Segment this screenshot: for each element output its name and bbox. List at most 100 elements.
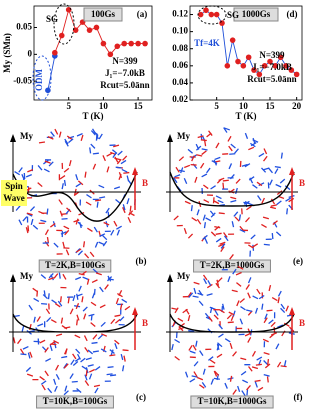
spin-arrow bbox=[263, 148, 268, 155]
spin-arrow bbox=[17, 338, 22, 345]
spin-arrow bbox=[254, 379, 261, 383]
spin-arrow bbox=[53, 242, 59, 248]
spin-arrow bbox=[63, 179, 67, 187]
spin-arrow bbox=[76, 133, 83, 137]
spin-arrow bbox=[25, 173, 32, 178]
spin-arrow bbox=[244, 132, 249, 139]
spin-arrow bbox=[89, 147, 92, 154]
spin-arrow bbox=[174, 338, 181, 344]
spin-arrow bbox=[216, 279, 220, 286]
spin-arrow bbox=[44, 347, 49, 353]
spin-arrow bbox=[53, 342, 57, 349]
spin-arrow bbox=[69, 308, 74, 315]
spin-arrow bbox=[274, 166, 281, 169]
spin-arrow bbox=[261, 303, 264, 310]
spin-arrow bbox=[40, 380, 47, 385]
spin-arrow bbox=[257, 195, 262, 201]
annotation: SG bbox=[227, 10, 239, 20]
spin-arrow bbox=[252, 139, 259, 143]
spin-arrow bbox=[48, 277, 55, 281]
spin-arrow bbox=[206, 283, 213, 289]
spin-arrow bbox=[261, 223, 267, 229]
spin-arrow bbox=[173, 215, 179, 221]
series-line bbox=[47, 55, 56, 91]
spin-arrow bbox=[106, 373, 113, 376]
spin-arrow bbox=[122, 204, 126, 211]
data-point bbox=[213, 11, 220, 18]
spin-arrow bbox=[61, 217, 68, 220]
spin-arrow bbox=[189, 350, 196, 354]
spin-arrow bbox=[201, 382, 207, 388]
spin-arrow bbox=[280, 152, 283, 159]
spin-arrow bbox=[45, 357, 52, 362]
spin-arrow bbox=[116, 229, 121, 236]
spin-arrow bbox=[229, 153, 236, 155]
spin-arrow bbox=[43, 168, 50, 173]
spin-arrow bbox=[90, 301, 97, 307]
spin-arrow bbox=[75, 303, 80, 310]
spin-arrow bbox=[26, 373, 34, 377]
spin-arrow bbox=[118, 173, 122, 181]
spin-arrow bbox=[75, 218, 79, 225]
spin-arrow bbox=[84, 380, 90, 386]
spin-arrow bbox=[126, 198, 130, 205]
spin-arrow bbox=[247, 277, 252, 284]
spin-arrow bbox=[218, 243, 225, 248]
spin-arrow bbox=[82, 306, 88, 312]
spin-arrow bbox=[101, 333, 108, 337]
spin-arrow bbox=[63, 390, 69, 396]
spin-arrow bbox=[227, 135, 232, 142]
spin-arrow bbox=[47, 293, 50, 300]
odm-ring bbox=[32, 55, 52, 101]
spin-arrow bbox=[210, 378, 215, 385]
spin-arrow bbox=[27, 225, 30, 232]
spin-arrow bbox=[263, 351, 270, 355]
spin-arrow bbox=[119, 316, 125, 322]
spin-arrow bbox=[66, 135, 73, 140]
data-point bbox=[251, 67, 257, 73]
spin-arrow bbox=[240, 306, 246, 311]
spin-arrow bbox=[44, 370, 49, 377]
spin-arrow bbox=[286, 208, 289, 215]
y-tick-label: -0.05 bbox=[13, 75, 32, 85]
spin-arrow bbox=[245, 217, 250, 223]
spin-arrow bbox=[50, 131, 55, 137]
spin-arrow bbox=[237, 265, 244, 270]
data-point bbox=[100, 40, 107, 47]
y-tick-label: 0.05 bbox=[16, 22, 32, 32]
spin-arrow bbox=[197, 376, 204, 381]
spin-arrow bbox=[230, 199, 237, 203]
spin-arrow bbox=[222, 179, 229, 182]
spin-arrow bbox=[115, 198, 121, 204]
spin-arrow bbox=[275, 183, 282, 188]
spin-arrow bbox=[82, 276, 89, 280]
spin-curve bbox=[12, 171, 138, 222]
spin-arrow bbox=[39, 376, 45, 381]
spin-arrow bbox=[209, 306, 216, 310]
spin-arrow bbox=[214, 370, 220, 376]
spin-arrow bbox=[285, 305, 289, 312]
spin-arrow bbox=[285, 197, 292, 202]
spin-curve bbox=[12, 313, 138, 333]
axis-y-head bbox=[10, 134, 16, 142]
spin-arrow bbox=[127, 217, 132, 224]
spin-arrow bbox=[234, 216, 240, 222]
data-point bbox=[72, 27, 79, 33]
spin-arrow bbox=[193, 281, 200, 285]
field-head bbox=[289, 167, 295, 175]
spin-arrow bbox=[63, 167, 70, 173]
y-tick-label: 0 bbox=[28, 48, 33, 58]
spin-arrow bbox=[209, 306, 213, 314]
spin-arrow bbox=[121, 298, 128, 303]
spin-arrow bbox=[92, 268, 99, 274]
spin-arrow bbox=[75, 348, 81, 354]
spin-arrow bbox=[208, 316, 213, 322]
spin-arrow bbox=[21, 325, 25, 332]
spin-arrow bbox=[120, 159, 127, 165]
spin-arrow bbox=[283, 322, 290, 327]
spin-arrow bbox=[263, 155, 268, 162]
axis-y-head bbox=[167, 274, 173, 282]
spin-arrow bbox=[104, 284, 109, 290]
spin-arrow bbox=[244, 332, 251, 337]
spin-arrow bbox=[224, 382, 228, 389]
